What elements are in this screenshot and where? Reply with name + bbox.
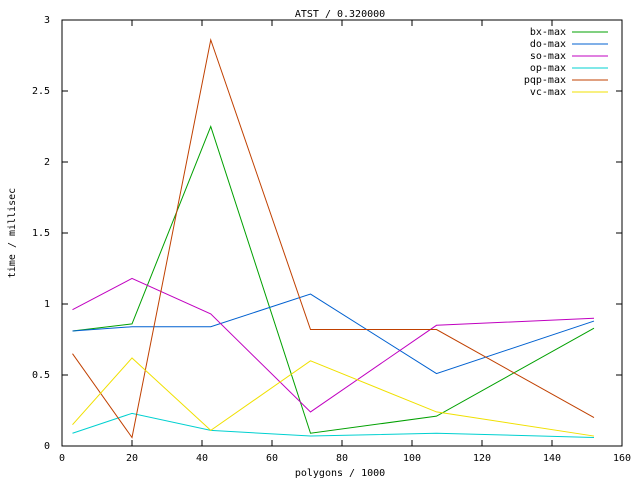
x-tick-label: 20 [126,453,138,464]
x-tick-label: 80 [336,453,348,464]
y-tick-label: 0.5 [32,370,50,381]
x-tick-label: 160 [613,453,631,464]
series-line [72,277,595,413]
legend-label: bx-max [530,27,566,38]
series-line [72,37,595,439]
x-tick-label: 100 [403,453,421,464]
legend-label: so-max [530,51,566,62]
chart-title: ATST / 0.320000 [295,9,385,20]
series-line [72,293,595,375]
legend-label: pqp-max [524,75,566,86]
y-tick-label: 1 [44,299,50,310]
x-tick-label: 120 [473,453,491,464]
x-tick-label: 140 [543,453,561,464]
y-tick-label: 0 [44,441,50,452]
legend-label: vc-max [530,87,566,98]
x-tick-label: 0 [59,453,65,464]
y-tick-label: 3 [44,15,50,26]
y-tick-label: 1.5 [32,228,50,239]
y-axis-label: time / millisec [7,188,18,278]
y-tick-label: 2.5 [32,86,50,97]
x-tick-label: 40 [196,453,208,464]
legend-label: do-max [530,39,566,50]
x-tick-label: 60 [266,453,278,464]
series-line [72,357,595,437]
x-axis-label: polygons / 1000 [295,468,385,479]
y-tick-label: 2 [44,157,50,168]
legend-label: op-max [530,63,566,74]
series-line [72,125,595,434]
series-line [72,412,595,438]
